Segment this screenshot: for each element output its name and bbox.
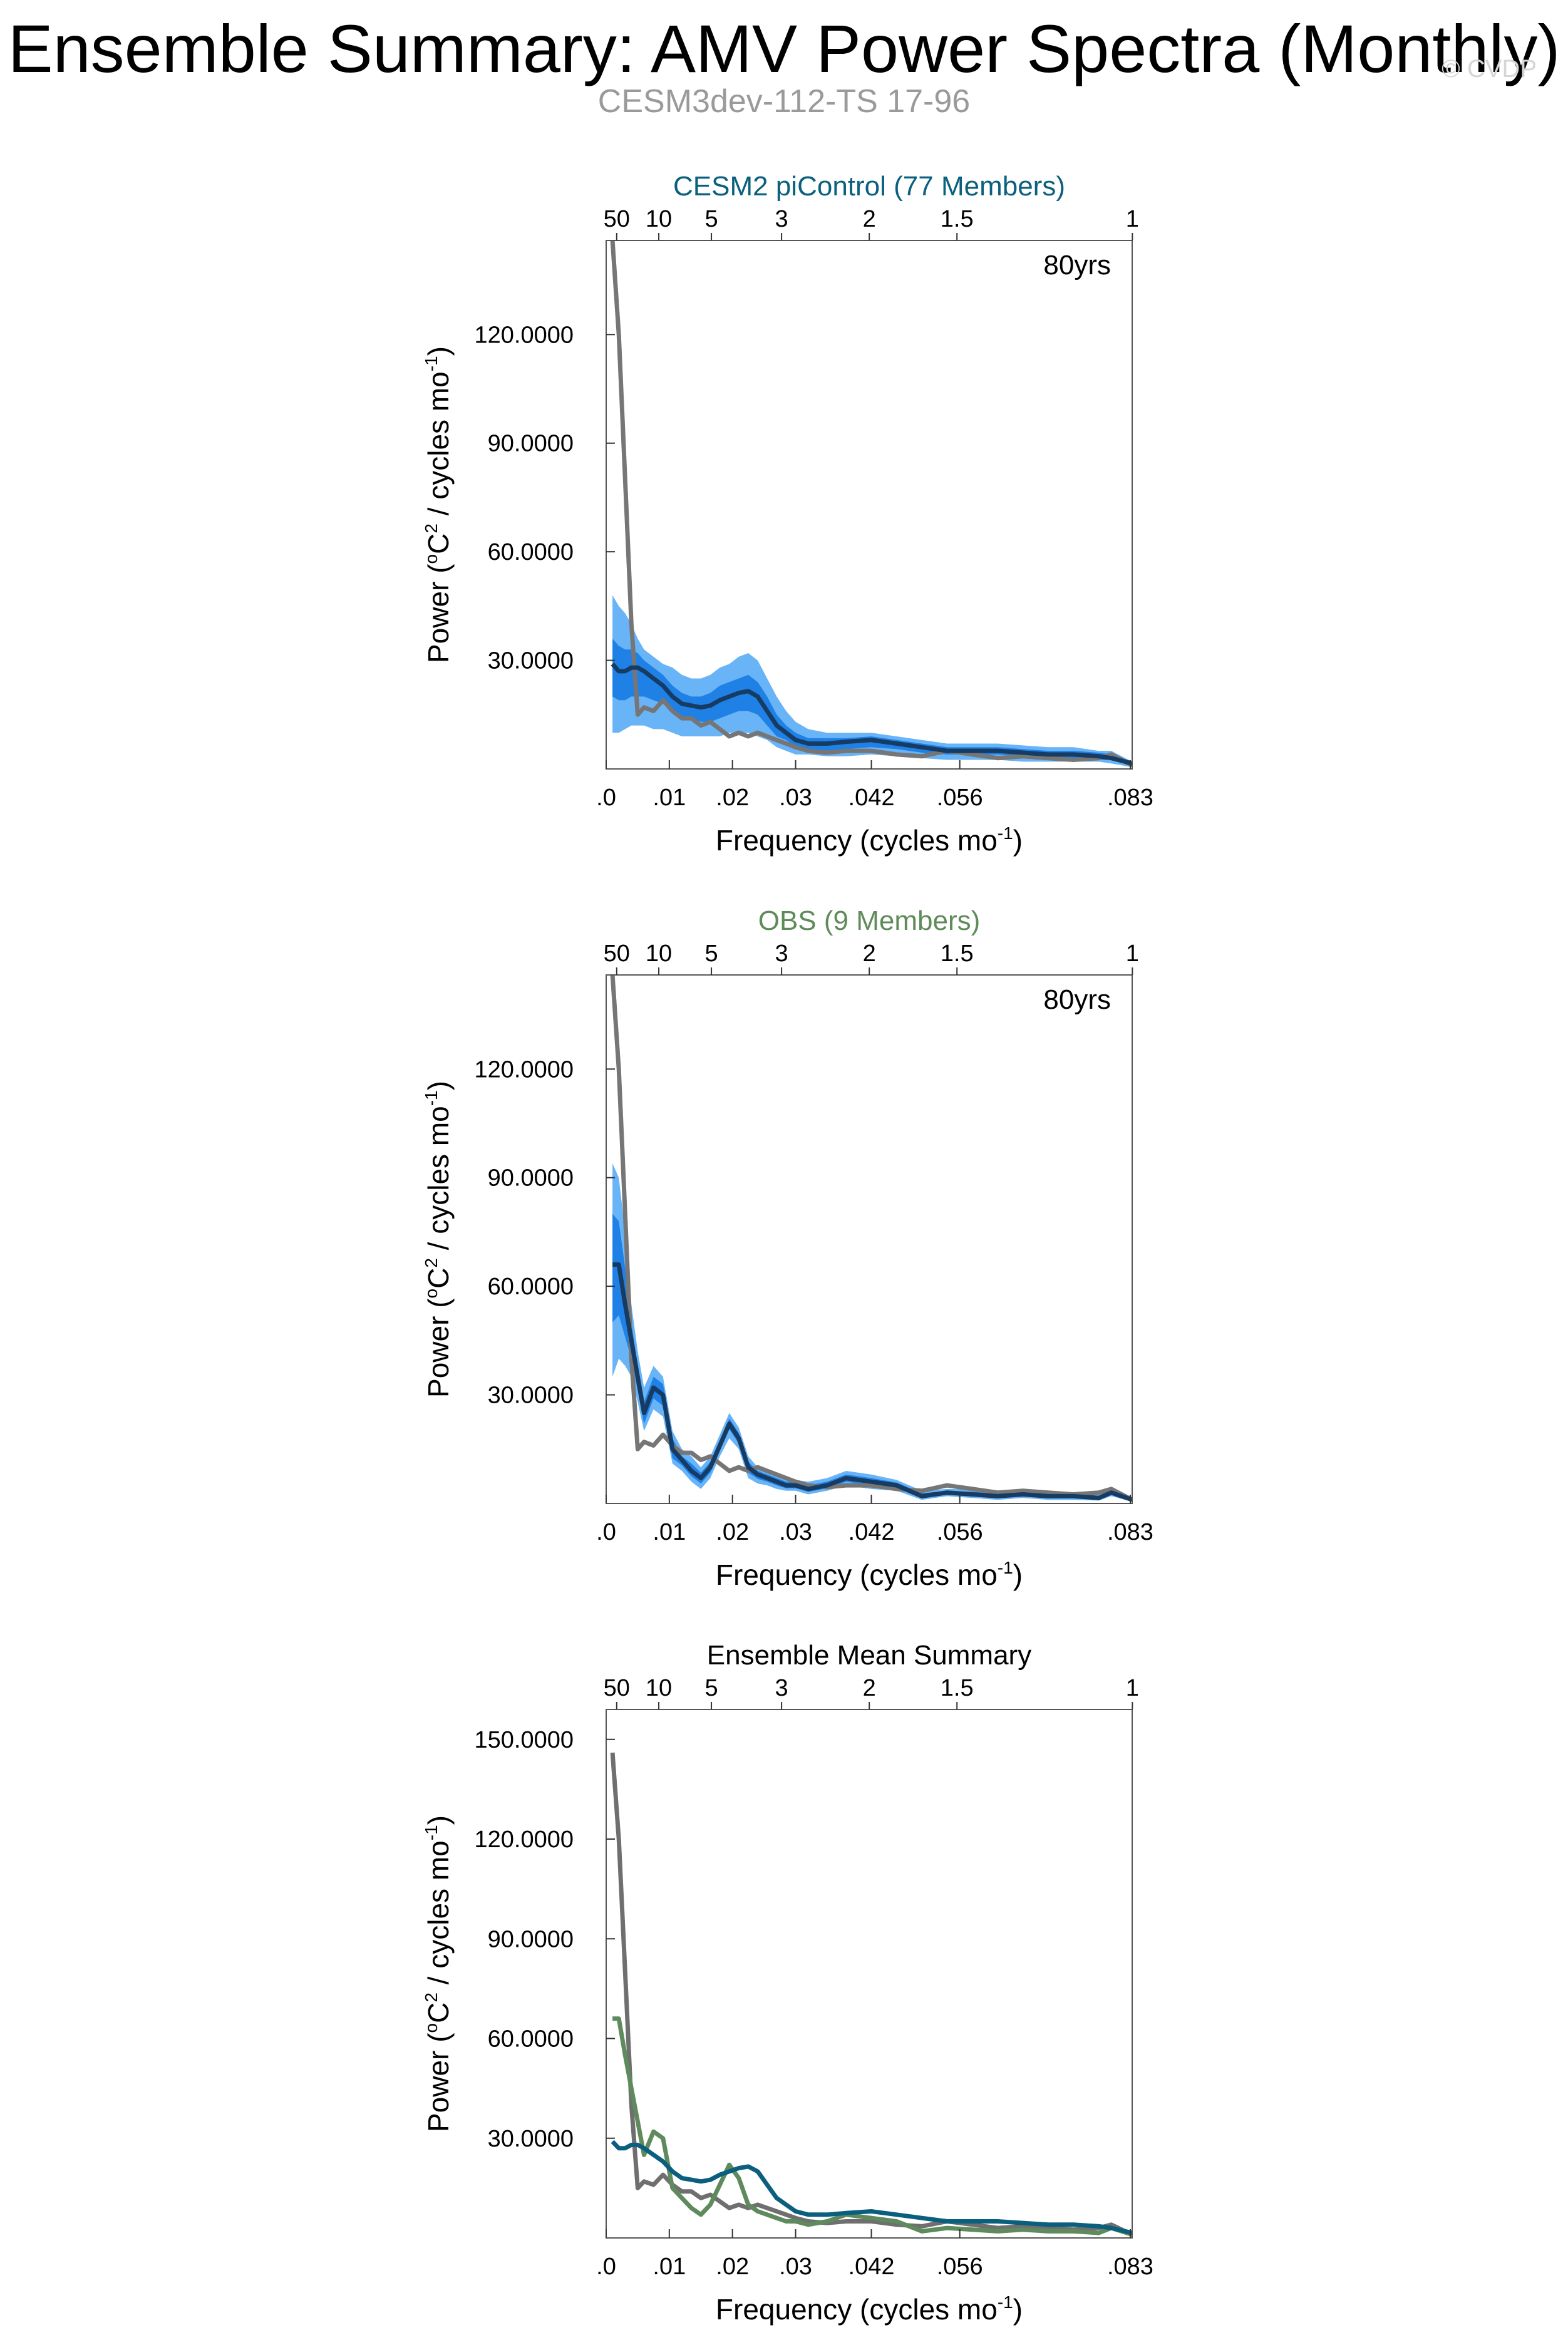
y-tick-label: 120.0000: [475, 1827, 574, 1853]
top-tick-label: 10: [646, 1675, 672, 1701]
x-tick-label: .01: [652, 2254, 686, 2280]
chart-panel-1: OBS (9 Members) 80yrs .0 .01 .02 .03 .042 .056.…: [421, 905, 1153, 1591]
x-tick-label: .01: [652, 1519, 686, 1545]
top-tick-label: 3: [775, 1675, 788, 1701]
series-line-obs: [612, 2016, 1132, 2237]
top-tick-label: 1.5: [941, 206, 974, 232]
top-tick-label: 3: [775, 206, 788, 232]
panel-title: CESM2 piControl (77 Members): [673, 171, 1065, 202]
x-tick-label: .083: [1107, 1519, 1153, 1545]
x-axis-label: Frequency (cycles mo-1): [716, 2292, 1023, 2326]
y-tick-label: 30.0000: [488, 2126, 574, 2152]
period-annotation: 80yrs: [1043, 250, 1111, 281]
series-line-reference: [610, 1752, 1132, 2237]
y-tick-label: 30.0000: [488, 648, 574, 674]
x-tick-label: .042: [848, 1519, 895, 1545]
subtitle: CESM3dev-112-TS 17-96: [597, 83, 971, 120]
x-axis-label: Frequency (cycles mo-1): [716, 823, 1023, 857]
panel-title: Ensemble Mean Summary: [707, 1640, 1031, 1671]
plot-frame: [606, 1709, 1133, 2239]
y-tick-label: 60.0000: [488, 1274, 574, 1300]
x-tick-label: .03: [779, 2254, 812, 2280]
period-annotation: 80yrs: [1043, 984, 1111, 1015]
top-tick-label: 1: [1126, 941, 1139, 967]
x-tick-label: .056: [937, 785, 983, 811]
top-tick-label: 1.5: [941, 1675, 974, 1701]
y-axis-label: Power (oC2 / cycles mo-1): [421, 1815, 455, 2132]
x-tick-label: .03: [779, 785, 812, 811]
y-tick-label: 90.0000: [488, 1926, 574, 1952]
x-tick-label: .056: [937, 2254, 983, 2280]
panel-title: OBS (9 Members): [758, 905, 981, 936]
y-tick-label: 60.0000: [488, 2026, 574, 2053]
top-tick-label: 1.5: [941, 941, 974, 967]
x-tick-label: .042: [848, 785, 895, 811]
x-tick-label: .0: [596, 2254, 616, 2280]
top-tick-label: 2: [863, 1675, 876, 1701]
x-tick-label: .083: [1107, 785, 1153, 811]
y-tick-label: 90.0000: [488, 1165, 574, 1192]
x-axis-label: Frequency (cycles mo-1): [716, 1558, 1023, 1591]
x-tick-label: .056: [937, 1519, 983, 1545]
top-tick-label: 1: [1126, 206, 1139, 232]
top-tick-label: 3: [775, 941, 788, 967]
top-tick-label: 5: [704, 206, 718, 232]
range-band-inner: [612, 638, 1132, 766]
watermark: © CVDP: [1442, 55, 1537, 83]
top-tick-label: 1: [1126, 1675, 1139, 1701]
x-tick-label: .02: [716, 785, 749, 811]
series-line-reference: [610, 975, 1132, 1502]
top-tick-label: 2: [863, 941, 876, 967]
top-tick-label: 2: [863, 206, 876, 232]
y-tick-label: 60.0000: [488, 539, 574, 565]
y-tick-label: 30.0000: [488, 1383, 574, 1409]
top-tick-label: 5: [704, 941, 718, 967]
x-tick-label: .042: [848, 2254, 895, 2280]
y-tick-label: 90.0000: [488, 431, 574, 457]
plot-frame: [606, 974, 1133, 1504]
main-title: Ensemble Summary: AMV Power Spectra (Mon…: [8, 11, 1560, 86]
series-line-reference: [610, 240, 1132, 768]
chart-panel-2: Ensemble Mean Summary .0 .01 .02 .03 .042 .056…: [421, 1640, 1153, 2326]
series-line-mean: [612, 1262, 1132, 1502]
x-tick-label: .03: [779, 1519, 812, 1545]
top-tick-label: 10: [646, 206, 672, 232]
plot-area: [610, 240, 1132, 768]
top-tick-label: 10: [646, 941, 672, 967]
top-tick-label: 50: [604, 206, 630, 232]
x-tick-label: .083: [1107, 2254, 1153, 2280]
y-tick-label: 120.0000: [475, 1056, 574, 1083]
chart-panel-0: CESM2 piControl (77 Members) 80yrs .0 .01 .0…: [421, 171, 1153, 857]
top-tick-label: 50: [604, 941, 630, 967]
x-tick-label: .01: [652, 785, 686, 811]
y-axis-label: Power (oC2 / cycles mo-1): [421, 346, 455, 663]
range-band-outer: [612, 595, 1132, 768]
series-line-cesm2: [611, 2140, 1132, 2235]
x-tick-label: .02: [716, 2254, 749, 2280]
y-axis-label: Power (oC2 / cycles mo-1): [421, 1081, 455, 1398]
y-tick-label: 120.0000: [475, 322, 574, 348]
top-tick-label: 50: [604, 1675, 630, 1701]
plot-area: [610, 975, 1132, 1502]
series-line-mean: [611, 662, 1132, 766]
y-tick-label: 150.0000: [475, 1727, 574, 1753]
top-tick-label: 5: [704, 1675, 718, 1701]
plot-area: [610, 1752, 1132, 2237]
x-tick-label: .02: [716, 1519, 749, 1545]
x-tick-label: .0: [596, 1519, 616, 1545]
x-tick-label: .0: [596, 785, 616, 811]
